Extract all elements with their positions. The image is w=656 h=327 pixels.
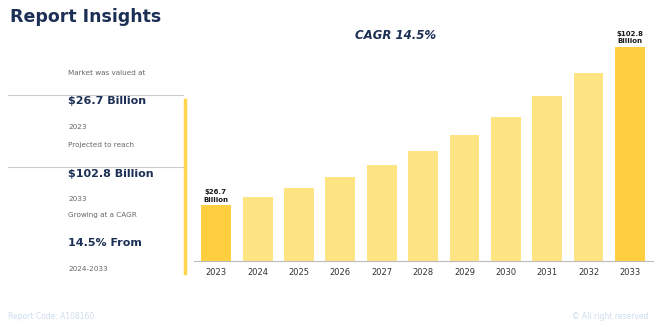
Bar [615,46,645,261]
Text: $26.7 Billion: $26.7 Billion [68,96,146,106]
Bar [243,197,272,261]
Bar [367,165,397,261]
Bar [201,205,231,261]
Bar [532,96,562,261]
Text: Projected to reach: Projected to reach [68,142,134,148]
Text: © All right reserved: © All right reserved [572,313,648,321]
Text: Report Insights: Report Insights [9,9,161,26]
Bar [491,117,521,261]
Text: Allied Market Research: Allied Market Research [538,291,648,300]
Bar [325,177,356,261]
Text: Market was valued at: Market was valued at [68,70,146,76]
Text: Report Code: A108160: Report Code: A108160 [8,313,94,321]
Text: $102.8
Billion: $102.8 Billion [617,30,644,44]
Text: CAGR 14.5%: CAGR 14.5% [355,29,436,43]
Bar [284,188,314,261]
Text: Lithium Carbonate Market: Lithium Carbonate Market [8,291,133,300]
Text: Growing at a CAGR: Growing at a CAGR [68,212,137,218]
Text: $102.8 Billion: $102.8 Billion [68,168,154,179]
Text: $26.7
Billion: $26.7 Billion [203,189,228,202]
Text: 2024-2033: 2024-2033 [68,266,108,272]
Bar [574,73,604,261]
Text: 14.5% From: 14.5% From [68,238,142,248]
Text: 2023: 2023 [68,124,87,130]
Text: 2033: 2033 [68,197,87,202]
Bar [449,135,480,261]
Bar [408,151,438,261]
